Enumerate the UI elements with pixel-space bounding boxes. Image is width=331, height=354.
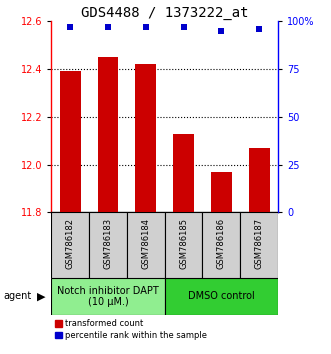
Bar — [211, 172, 232, 212]
Text: DMSO control: DMSO control — [188, 291, 255, 302]
Text: GSM786187: GSM786187 — [255, 218, 264, 269]
Bar — [60, 72, 80, 212]
Bar — [127, 212, 165, 278]
Bar — [51, 212, 89, 278]
Point — [181, 24, 186, 30]
Text: GSM786186: GSM786186 — [217, 218, 226, 269]
Bar — [249, 148, 269, 212]
Bar — [240, 212, 278, 278]
Text: agent: agent — [3, 291, 31, 302]
Point — [105, 24, 111, 30]
Bar — [98, 57, 118, 212]
Text: Notch inhibitor DAPT
(10 μM.): Notch inhibitor DAPT (10 μM.) — [57, 286, 159, 307]
Point — [219, 28, 224, 34]
Bar — [165, 278, 278, 315]
Point — [257, 26, 262, 32]
Legend: transformed count, percentile rank within the sample: transformed count, percentile rank withi… — [56, 319, 208, 340]
Text: GSM786183: GSM786183 — [104, 218, 113, 269]
Bar — [89, 212, 127, 278]
Point — [143, 24, 148, 30]
Bar — [51, 278, 165, 315]
Text: ▶: ▶ — [37, 291, 46, 302]
Text: GSM786185: GSM786185 — [179, 218, 188, 269]
Bar — [135, 64, 156, 212]
Bar — [173, 133, 194, 212]
Point — [68, 24, 73, 30]
Title: GDS4488 / 1373222_at: GDS4488 / 1373222_at — [81, 6, 249, 20]
Text: GSM786184: GSM786184 — [141, 218, 150, 269]
Text: GSM786182: GSM786182 — [66, 218, 75, 269]
Bar — [203, 212, 240, 278]
Bar — [165, 212, 203, 278]
